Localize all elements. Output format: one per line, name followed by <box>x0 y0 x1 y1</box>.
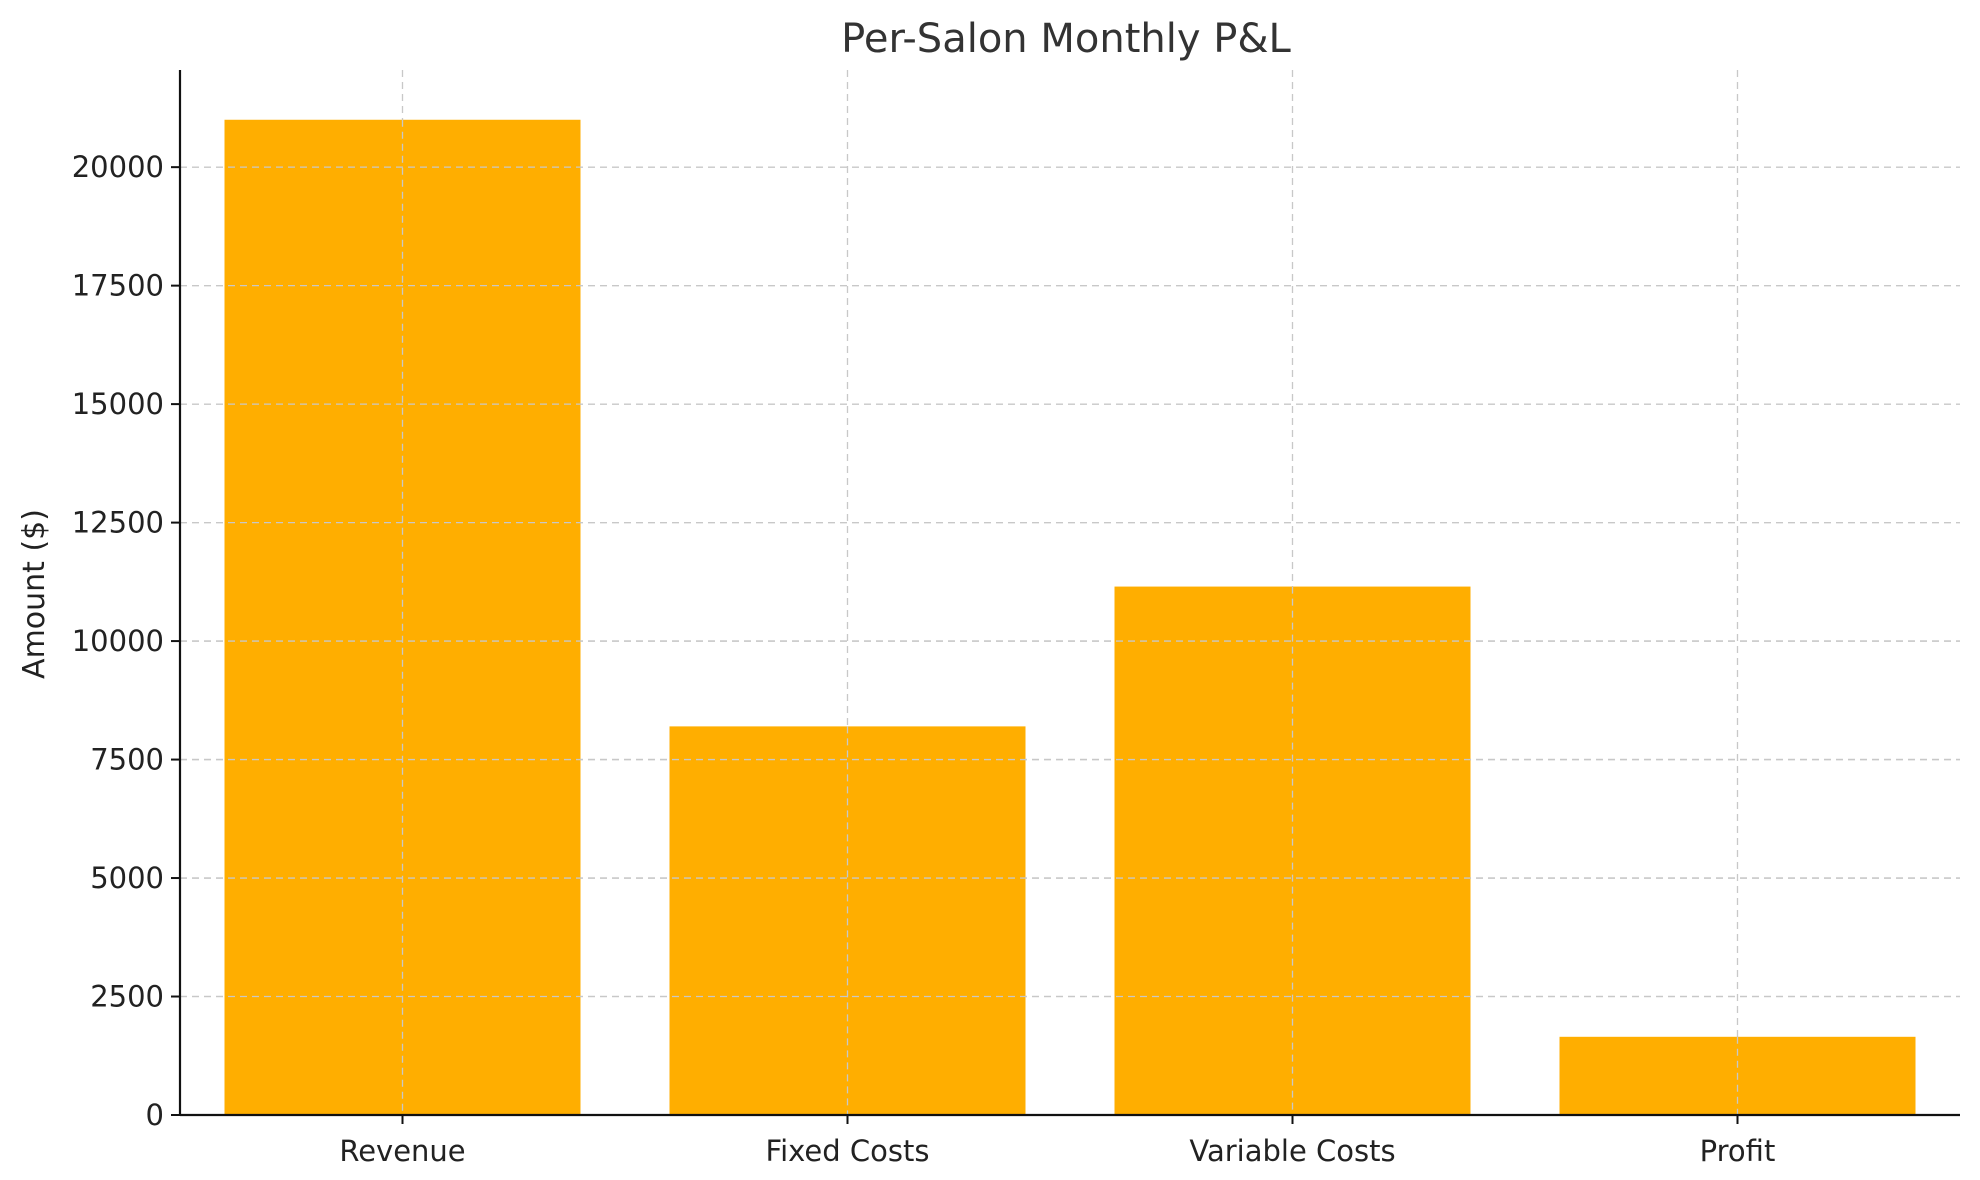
x-tick-label-2: Variable Costs <box>1189 1134 1395 1168</box>
y-tick-label-1: 2500 <box>90 980 164 1014</box>
y-axis-ticks: 0 2500 5000 7500 10000 12500 15000 17500 20000 <box>72 150 180 1132</box>
axes <box>178 70 1960 1117</box>
y-tick-label-2: 5000 <box>90 861 164 895</box>
y-tick-label-6: 15000 <box>72 387 164 421</box>
y-tick-label-7: 17500 <box>72 269 164 303</box>
x-tick-label-3: Profit <box>1700 1134 1776 1168</box>
y-tick-label-3: 7500 <box>90 743 164 777</box>
y-tick-label-8: 20000 <box>72 150 164 184</box>
x-axis-ticks: Revenue Fixed Costs Variable Costs Profit <box>339 1115 1775 1168</box>
x-tick-label-0: Revenue <box>339 1134 465 1168</box>
y-tick-label-0: 0 <box>146 1098 164 1132</box>
bars <box>180 119 1960 1115</box>
x-tick-label-1: Fixed Costs <box>766 1134 930 1168</box>
y-axis-label: Amount ($) <box>17 509 52 679</box>
y-tick-label-4: 10000 <box>72 624 164 658</box>
y-tick-label-5: 12500 <box>72 506 164 540</box>
chart-title: Per-Salon Monthly P&L <box>841 16 1291 62</box>
